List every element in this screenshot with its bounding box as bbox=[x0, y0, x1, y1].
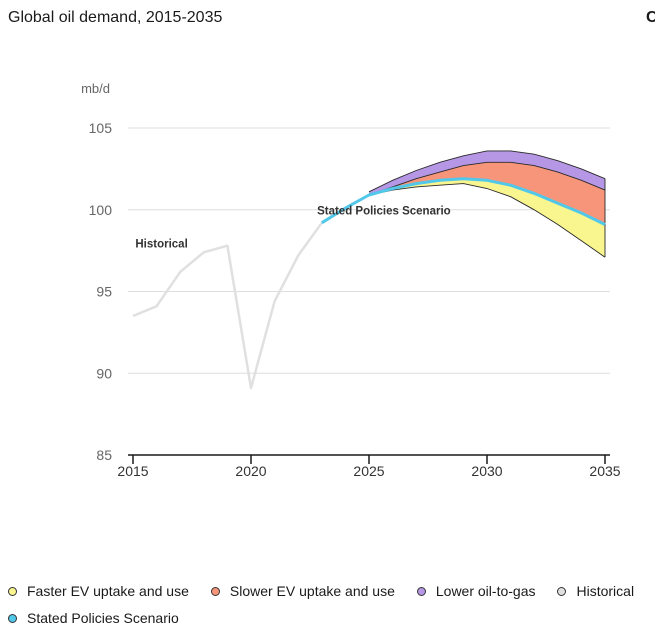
series-line-steps bbox=[321, 177, 606, 226]
legend-label-slower-ev: Slower EV uptake and use bbox=[229, 583, 395, 599]
legend-item-lower-oil-to-gas[interactable]: Lower oil-to-gas bbox=[416, 583, 536, 599]
y-tick-label: 85 bbox=[96, 447, 112, 463]
legend-label-lower-oil-to-gas: Lower oil-to-gas bbox=[435, 583, 536, 599]
x-tick-label: 2015 bbox=[117, 463, 148, 479]
legend-item-faster-ev[interactable]: Faster EV uptake and use bbox=[8, 583, 189, 599]
chart-title: Global oil demand, 2015-2035 bbox=[8, 9, 223, 26]
x-tick-label: 2020 bbox=[235, 463, 266, 479]
legend-row: Stated Policies Scenario bbox=[8, 609, 653, 627]
legend-swatch-steps bbox=[8, 613, 17, 623]
legend-item-slower-ev[interactable]: Slower EV uptake and use bbox=[210, 583, 395, 599]
legend-item-historical[interactable]: Historical bbox=[557, 583, 634, 599]
series-line-historical bbox=[132, 222, 323, 390]
legend-item-steps[interactable]: Stated Policies Scenario bbox=[8, 610, 179, 626]
legend-swatch-lower-oil-to-gas bbox=[416, 586, 426, 596]
edge-line-faster-ev bbox=[368, 183, 606, 258]
legend-label-historical: Historical bbox=[576, 583, 635, 599]
x-tick-label: 2025 bbox=[353, 463, 384, 479]
legend-swatch-faster-ev bbox=[8, 586, 17, 596]
legend-label-steps: Stated Policies Scenario bbox=[27, 610, 179, 626]
y-tick-label: 105 bbox=[89, 120, 113, 136]
y-tick-label: 95 bbox=[96, 284, 112, 300]
y-tick-label: 90 bbox=[96, 365, 112, 381]
oil-demand-chart: 85 90 95 100 105 mb/d 2015 2020 2025 2030 2035 Hist… bbox=[81, 81, 621, 479]
legend-label-faster-ev: Faster EV uptake and use bbox=[27, 583, 189, 599]
legend-swatch-historical bbox=[557, 586, 567, 596]
edge-line-lower-oil-to-gas bbox=[368, 150, 606, 193]
chart-legend: Faster EV uptake and use Slower EV uptak… bbox=[8, 582, 653, 636]
area-slower-ev bbox=[369, 162, 605, 225]
edge-line-slower-ev bbox=[368, 161, 606, 196]
annotation-steps: Stated Policies Scenario bbox=[317, 206, 451, 218]
legend-swatch-slower-ev bbox=[210, 586, 220, 596]
legend-row: Faster EV uptake and use Slower EV uptak… bbox=[8, 582, 653, 600]
x-tick-label: 2030 bbox=[471, 463, 502, 479]
y-axis-unit-label: mb/d bbox=[81, 81, 110, 96]
y-tick-label: 100 bbox=[89, 202, 113, 218]
area-lower-oil-to-gas bbox=[369, 150, 605, 195]
x-tick-label: 2035 bbox=[589, 463, 620, 479]
clipped-header-glyph: C bbox=[646, 9, 655, 26]
annotation-historical: Historical bbox=[135, 238, 187, 250]
